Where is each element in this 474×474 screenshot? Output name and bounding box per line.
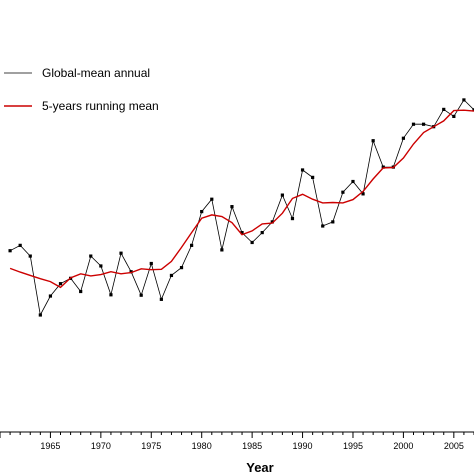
annual-point-1993 <box>331 220 335 224</box>
annual-point-2004 <box>442 107 446 112</box>
annual-point-1983 <box>230 205 234 209</box>
annual-point-1977 <box>169 273 174 278</box>
annual-point-1975 <box>149 261 153 266</box>
x-tick-label-2005: 2005 <box>444 441 464 451</box>
annual-point-1976 <box>159 297 163 301</box>
annual-point-1994 <box>341 190 345 194</box>
annual-point-1992 <box>321 224 325 228</box>
annual-point-1972 <box>119 251 123 255</box>
annual-point-1987 <box>270 220 274 224</box>
annual-point-1974 <box>139 293 143 297</box>
annual-point-1966 <box>58 282 63 286</box>
annual-point-2007 <box>472 108 474 112</box>
x-tick-label-1980: 1980 <box>192 441 212 451</box>
x-tick-label-1970: 1970 <box>91 441 111 451</box>
annual-point-2000 <box>401 136 406 140</box>
x-tick-label-1985: 1985 <box>242 441 262 451</box>
annual-point-1990 <box>300 168 305 172</box>
x-axis-title: Year <box>246 460 273 474</box>
annual-point-2002 <box>421 122 426 126</box>
annual-point-1984 <box>240 230 244 235</box>
legend-label-annual: Global-mean annual <box>42 66 150 80</box>
annual-point-1985 <box>250 240 254 245</box>
annual-point-1961 <box>8 249 12 253</box>
annual-point-1996 <box>361 192 365 196</box>
annual-point-1971 <box>109 293 113 297</box>
legend: Global-mean annual 5-years running mean <box>4 66 159 113</box>
annual-point-1982 <box>220 248 224 252</box>
annual-point-2005 <box>452 114 456 119</box>
annual-point-1991 <box>311 175 315 179</box>
annual-point-1986 <box>260 230 264 235</box>
annual-point-1979 <box>190 243 194 247</box>
x-tick-label-1995: 1995 <box>343 441 363 451</box>
annual-line <box>9 99 474 317</box>
x-tick-label-2000: 2000 <box>393 441 413 451</box>
annual-point-1963 <box>28 254 32 258</box>
annual-point-1965 <box>48 294 53 298</box>
annual-point-1964 <box>38 313 42 317</box>
series-global-mean-annual <box>8 98 474 317</box>
annual-point-1995 <box>351 179 355 184</box>
series-running-mean <box>9 109 474 289</box>
annual-point-2001 <box>411 122 416 126</box>
running-mean-line <box>9 109 474 289</box>
annual-point-1969 <box>89 254 93 258</box>
annual-point-1973 <box>129 270 133 274</box>
annual-point-1970 <box>99 264 103 268</box>
annual-point-1980 <box>200 209 204 214</box>
legend-label-running-mean: 5-years running mean <box>42 99 159 113</box>
annual-point-1988 <box>280 193 284 197</box>
x-tick-label-1975: 1975 <box>141 441 161 451</box>
x-ticks: 1965 1970 1975 1980 1985 1990 1995 2000 2005 <box>0 432 474 451</box>
x-tick-label-1965: 1965 <box>40 441 60 451</box>
annual-point-2006 <box>462 98 466 102</box>
annual-point-1989 <box>290 216 295 221</box>
annual-point-1997 <box>371 139 375 143</box>
x-tick-label-1990: 1990 <box>293 441 313 451</box>
annual-point-1968 <box>79 289 83 294</box>
annual-point-1962 <box>18 243 22 247</box>
annual-point-1998 <box>381 165 385 169</box>
annual-point-1978 <box>179 266 184 270</box>
annual-point-1981 <box>210 197 214 201</box>
